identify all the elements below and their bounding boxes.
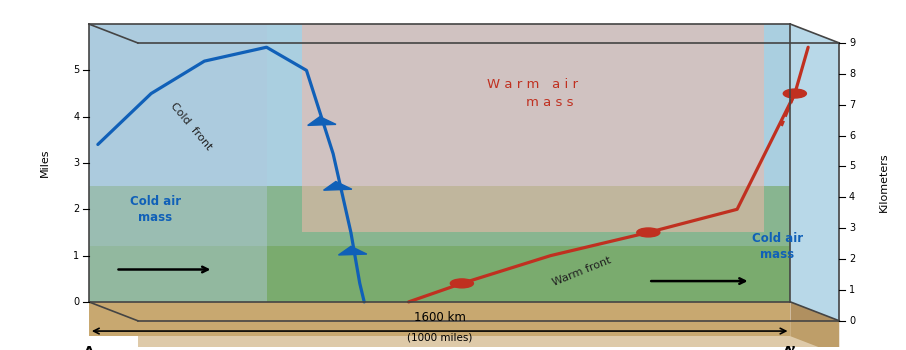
Text: 5: 5 (849, 161, 855, 171)
Polygon shape (89, 24, 266, 302)
Text: 5: 5 (73, 65, 79, 75)
Text: 3: 3 (73, 158, 79, 168)
Text: Cold  front: Cold front (169, 100, 214, 152)
Text: (1000 miles): (1000 miles) (407, 333, 472, 343)
Text: 9: 9 (849, 38, 855, 48)
Text: 8: 8 (849, 69, 855, 79)
Text: 2: 2 (73, 204, 79, 214)
Circle shape (637, 228, 660, 237)
Text: 1: 1 (849, 285, 855, 295)
Circle shape (450, 279, 474, 288)
Text: 7: 7 (849, 100, 855, 110)
Text: 1600 km: 1600 km (414, 310, 466, 323)
Text: 3: 3 (849, 223, 855, 233)
Text: A’: A’ (784, 345, 797, 350)
Polygon shape (790, 302, 839, 350)
Polygon shape (302, 24, 764, 232)
Text: Warm front: Warm front (551, 256, 612, 288)
Text: 1: 1 (73, 251, 79, 261)
Polygon shape (89, 246, 790, 302)
Text: W a r m   a i r
        m a s s: W a r m a i r m a s s (487, 78, 578, 109)
Polygon shape (89, 302, 790, 336)
Text: 0: 0 (849, 316, 855, 326)
Polygon shape (89, 24, 790, 302)
Text: A: A (84, 345, 94, 350)
Polygon shape (790, 24, 839, 321)
Text: Miles: Miles (40, 149, 50, 177)
Polygon shape (323, 182, 352, 190)
Text: Cold air
mass: Cold air mass (130, 195, 181, 224)
Polygon shape (89, 24, 839, 43)
Polygon shape (138, 321, 839, 350)
Text: Kilometers: Kilometers (879, 152, 889, 212)
Circle shape (784, 89, 806, 98)
Polygon shape (89, 186, 790, 302)
Text: 4: 4 (849, 192, 855, 202)
Text: Cold air
mass: Cold air mass (751, 232, 803, 261)
Polygon shape (339, 246, 367, 255)
Text: 2: 2 (849, 254, 855, 264)
Text: 4: 4 (73, 112, 79, 122)
Polygon shape (308, 117, 336, 125)
Text: 0: 0 (73, 297, 79, 307)
Text: 6: 6 (849, 131, 855, 141)
